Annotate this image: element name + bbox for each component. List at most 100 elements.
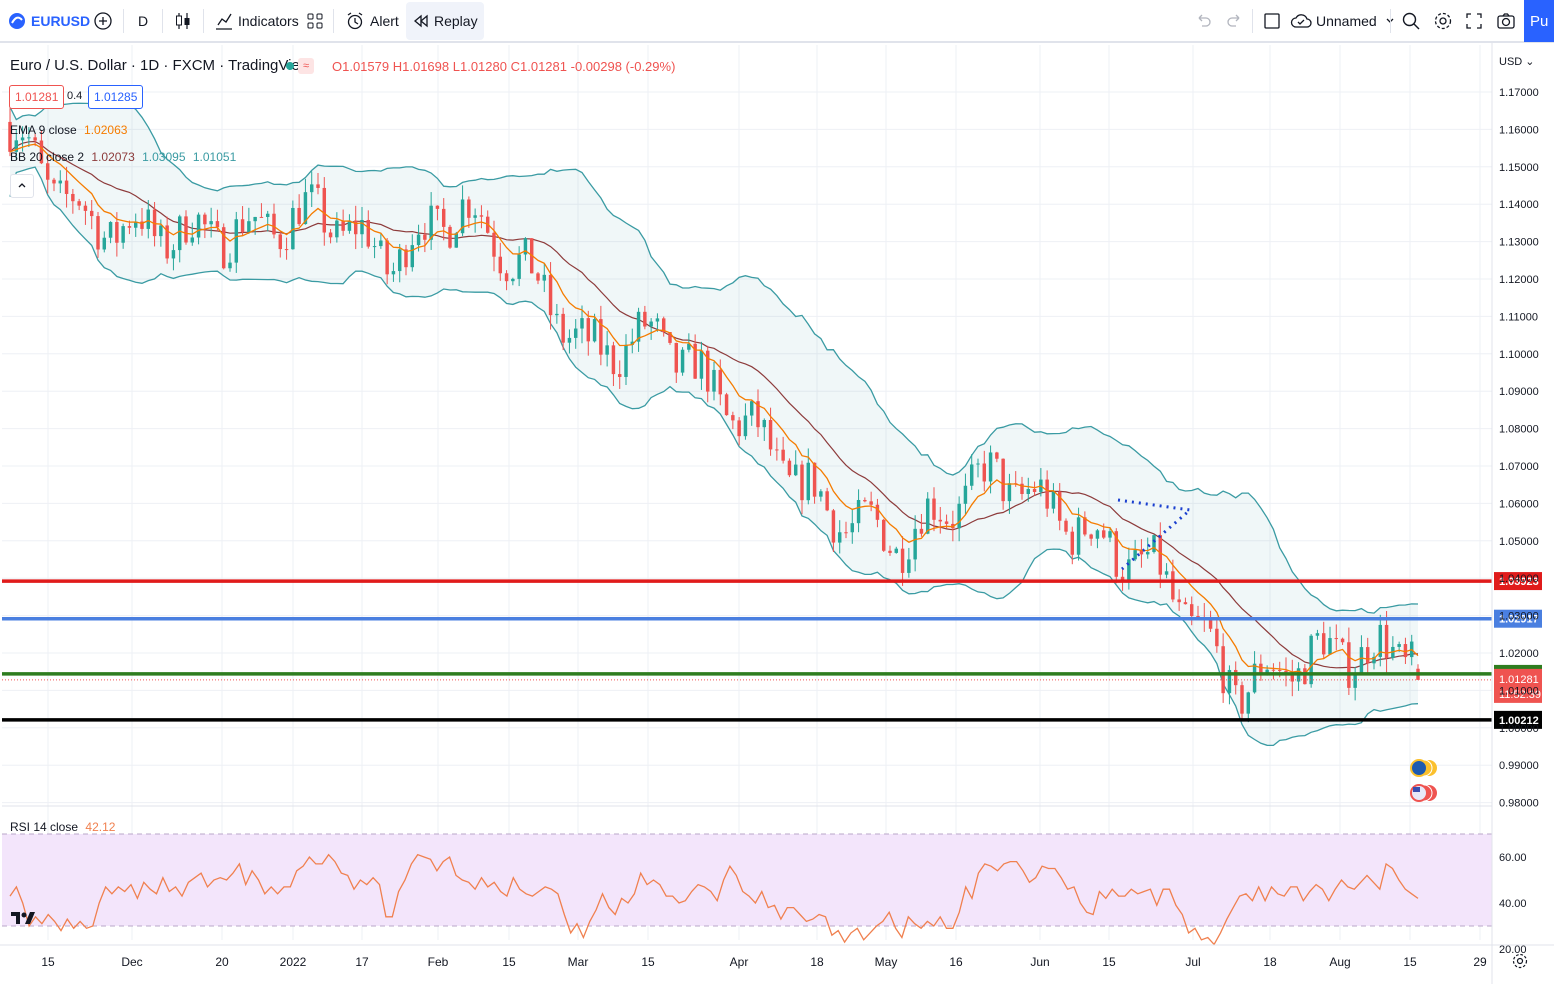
price-chart[interactable]: 1.039231.029171.014411.002121.0128111:52… [0,43,1554,984]
candle-up [58,180,63,184]
candle-up [360,219,364,235]
candle-down [1139,550,1144,555]
candle-up [969,464,974,486]
candle-up [347,220,352,231]
chart-background [0,43,1554,984]
symbol-search-button[interactable]: EURUSD [8,0,90,42]
compare-symbol-button[interactable] [93,0,113,42]
fullscreen-button[interactable] [1465,0,1483,42]
settings-button[interactable] [1433,0,1453,42]
candle-down [203,214,207,225]
candle-down [1045,479,1049,509]
ema-label: EMA 9 close [10,123,77,137]
undo-icon [1194,12,1212,30]
tradingview-logo[interactable] [8,909,38,931]
chart-type-button[interactable] [174,0,192,42]
chart-title: Euro / U.S. Dollar · 1D · FXCM · Trading… [10,57,311,74]
market-open-dot-icon [286,61,294,70]
camera-icon [1496,11,1516,31]
candle-up [687,343,691,350]
candle-down [1196,616,1200,618]
alarm-clock-icon [345,11,365,31]
candle-up [177,216,182,251]
candle-up [1164,571,1169,575]
candle-down [800,464,804,501]
candle-down [448,226,452,248]
candle-down [724,394,729,416]
candle-up [1007,483,1012,502]
alert-button[interactable]: Alert [345,0,399,42]
replay-button[interactable]: Replay [406,2,484,40]
collapse-legend-button[interactable] [10,174,34,198]
redo-button[interactable] [1226,0,1244,42]
candle-up [925,498,930,534]
candle-down [1215,628,1219,647]
price-tick-label: 0.99000 [1499,760,1539,772]
events-icons[interactable] [1409,756,1443,813]
candle-down [919,528,924,534]
candle-up [429,205,433,240]
search-button[interactable] [1401,0,1421,42]
select-layout-checkbox[interactable] [1263,0,1281,42]
candle-down [215,221,220,228]
candle-down [1032,489,1037,492]
price-tick-label: 1.16000 [1499,124,1539,136]
time-tick-label: 15 [502,955,516,969]
candle-down [284,249,289,251]
candle-down [1189,604,1194,617]
candle-up [108,222,113,238]
candle-down [89,210,94,217]
ema-legend[interactable]: EMA 9 close 1.02063 [10,123,127,137]
candle-up [335,220,339,238]
candle-down [731,415,735,421]
gear-icon [1433,11,1453,31]
layout-menu-button[interactable]: Unnamed [1290,0,1395,42]
indicators-button[interactable]: Indicators [214,0,299,42]
cloud-icon [1290,12,1312,30]
candle-up [1397,644,1401,647]
interval-button[interactable]: D [138,0,148,42]
candle-down [353,220,358,235]
candle-down [825,491,829,511]
candle-up [523,238,528,255]
candle-down [693,343,697,379]
axis-settings-button[interactable] [1511,952,1529,975]
candle-down [504,273,509,282]
sell-price-button[interactable]: 1.01281 [9,85,65,109]
candle-down [1271,669,1276,671]
price-tick-label: 1.07000 [1499,461,1539,473]
price-tick-label: 1.02000 [1499,648,1539,660]
snapshot-button[interactable] [1496,0,1516,42]
price-tick-label: 1.10000 [1499,349,1539,361]
candle-down [536,273,540,281]
candle-down [674,342,679,373]
bb-basis-value: 1.02073 [91,150,135,164]
candle-up [291,207,295,250]
ohlc-low: L1.01280 [452,59,507,74]
candle-up [303,192,308,225]
templates-button[interactable] [306,0,324,42]
current-price-label: 1.01281 [1499,674,1539,686]
chart-area[interactable]: 1.039231.029171.014411.002121.0128111:52… [0,43,1554,984]
undo-button[interactable] [1194,0,1212,42]
candle-down [705,350,710,392]
candle-down [1057,491,1062,521]
candle-up [1026,489,1031,494]
publish-button[interactable]: Pu [1524,0,1554,42]
buy-price-button[interactable]: 1.01285 [88,85,144,109]
bb-legend[interactable]: BB 20 close 2 1.02073 1.03095 1.01051 [10,150,236,164]
price-tick-label: 1.01000 [1499,685,1539,697]
level-red-price-label: 1.03923 [1499,576,1539,588]
candle-up [636,311,641,342]
rsi-legend[interactable]: RSI 14 close 42.12 [10,820,115,834]
candle-up [680,349,685,373]
currency-unit-menu[interactable]: USD ⌄ [1499,55,1535,68]
candle-up [1127,559,1131,583]
rsi-line [9,853,1419,946]
candle-down [1277,669,1282,671]
candle-down [479,215,484,217]
candle-down [404,249,408,268]
candle-down [423,234,427,240]
candle-down [1334,638,1339,640]
toolbar-divider [123,9,124,33]
